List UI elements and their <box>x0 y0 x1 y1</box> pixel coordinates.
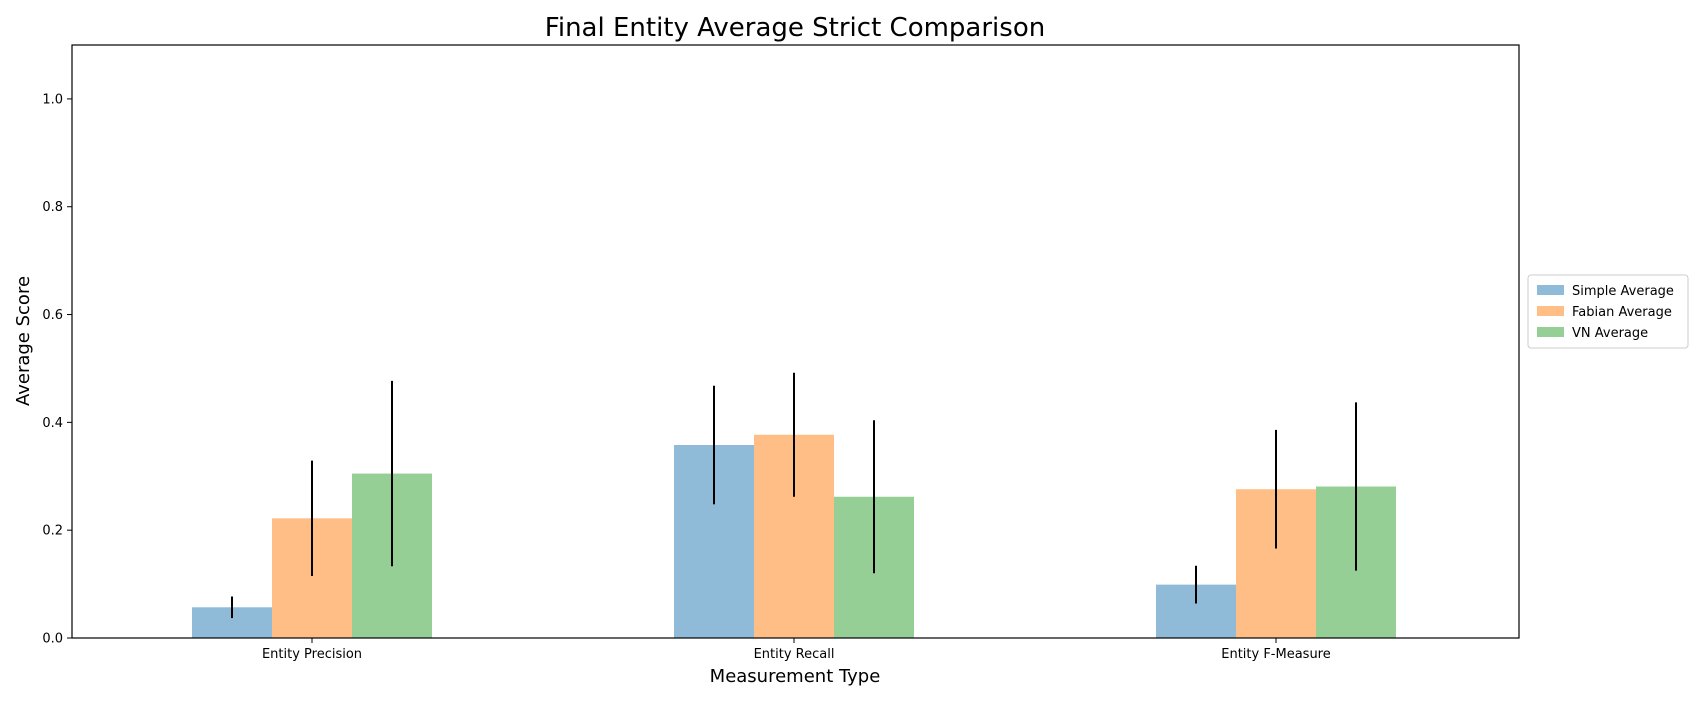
legend-box <box>1527 274 1689 349</box>
x-axis: Entity Precision Entity Recall Entity F-Me… <box>262 638 1331 662</box>
y-tick-label: 0.6 <box>42 308 63 323</box>
legend-label: Fabian Average <box>1572 305 1672 320</box>
x-tick-label: Entity F-Measure <box>1221 647 1331 662</box>
error-bars-layer <box>231 372 1357 619</box>
x-tick-label: Entity Recall <box>754 647 835 662</box>
y-tick-label: 0.8 <box>42 200 63 215</box>
legend-swatch <box>1537 327 1564 337</box>
y-tick-label: 0.0 <box>42 632 63 647</box>
bars-layer <box>192 434 1396 638</box>
y-axis-label: Average Score <box>13 276 34 406</box>
chart-title: Final Entity Average Strict Comparison <box>545 13 1045 43</box>
y-tick-label: 0.4 <box>42 416 63 431</box>
y-axis: 0.0 0.2 0.4 0.6 0.8 1.0 <box>42 92 72 647</box>
y-tick-label: 1.0 <box>42 92 63 107</box>
plot-area <box>71 44 1520 639</box>
legend-label: Simple Average <box>1572 284 1674 299</box>
x-axis-label: Measurement Type <box>710 666 881 687</box>
legend: Simple Average Fabian Average VN Average <box>1527 274 1689 349</box>
legend-swatch <box>1537 285 1564 295</box>
legend-label: VN Average <box>1572 326 1648 341</box>
y-tick-label: 0.2 <box>42 524 63 539</box>
x-tick-label: Entity Precision <box>262 647 362 662</box>
legend-swatch <box>1537 306 1564 316</box>
